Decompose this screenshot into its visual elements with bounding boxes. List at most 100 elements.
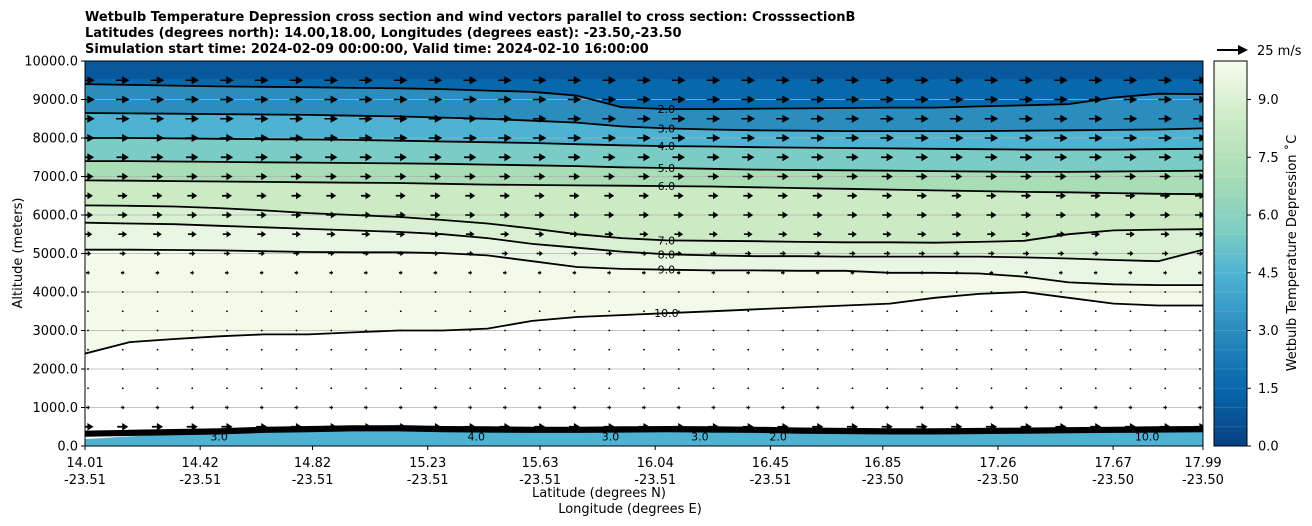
wind-vector [463, 76, 478, 85]
wind-vector [393, 114, 408, 123]
wind-vector [1199, 310, 1201, 313]
wind-vector [567, 95, 582, 104]
wind-vector [504, 310, 506, 313]
wind-vector [116, 153, 129, 162]
wind-vector [886, 368, 889, 370]
wind-vector [85, 134, 95, 142]
wind-vector [290, 153, 303, 162]
wind-vector [1020, 172, 1032, 181]
wind-vector [638, 172, 650, 181]
wind-vector [429, 153, 442, 162]
wind-vector [399, 348, 402, 351]
x-tick-label-lat: 14.01 [66, 456, 103, 471]
wind-vector [150, 76, 165, 85]
wind-vector [643, 348, 645, 351]
wind-vector [191, 310, 194, 313]
wind-vector [534, 192, 545, 200]
wind-vector [845, 114, 860, 123]
wind-vector [500, 231, 510, 238]
wind-vector [815, 405, 820, 410]
wind-vectors [85, 76, 1203, 431]
wind-vector [326, 231, 336, 238]
wind-vector [186, 423, 198, 431]
x-tick-label-lon: -23.50 [977, 473, 1019, 488]
wind-vector [87, 387, 89, 390]
wind-vector [501, 250, 509, 257]
wind-vector [85, 250, 92, 257]
y-axis: 0.0 1000.0 2000.0 3000.0 4000.0 5000.0 6000.0 7… [24, 55, 85, 455]
wind-vector [85, 423, 94, 431]
wind-vector [1129, 329, 1132, 332]
contour-label-5.0: 5.0 [658, 162, 676, 175]
wind-vector [1094, 348, 1097, 351]
wind-vector [1054, 95, 1068, 104]
wind-vector [503, 405, 507, 410]
wind-vector [361, 231, 371, 238]
wind-vector [985, 172, 998, 181]
wind-vector [1094, 387, 1097, 390]
wind-vector [225, 405, 229, 410]
wind-vector [845, 95, 860, 104]
x-tick-label-lat: 17.26 [979, 456, 1016, 471]
wind-vector [1025, 387, 1028, 390]
wind-vector [87, 291, 89, 293]
x-tick-label-lon: -23.50 [862, 473, 904, 488]
wind-vector [709, 231, 718, 238]
wind-vector [361, 211, 371, 219]
wind-vector [504, 368, 506, 370]
wind-vector [121, 387, 124, 390]
wind-vector [637, 153, 651, 162]
wind-vector [85, 231, 93, 238]
contour-line-5.0 [85, 160, 1203, 173]
wind-vector [952, 231, 962, 238]
wind-vector [434, 310, 437, 313]
contour-label-6.0: 6.0 [658, 180, 676, 193]
wind-vector [498, 114, 512, 123]
y-tick-label: 9000.0 [33, 93, 79, 108]
wind-vector [708, 211, 719, 219]
wind-key: 25 m/s [1217, 44, 1302, 59]
wind-vector [1126, 231, 1135, 238]
wind-vector [915, 134, 929, 142]
wind-vector [741, 76, 756, 85]
wind-vector [256, 423, 268, 431]
wind-vector [1193, 114, 1203, 123]
wind-vector [121, 291, 124, 293]
wind-vector [811, 153, 824, 162]
wind-vector [1199, 387, 1201, 390]
wind-vector [503, 270, 507, 275]
wind-vector [776, 153, 790, 162]
wind-vector [1164, 387, 1167, 390]
wind-vector [1164, 291, 1167, 293]
wind-vector [707, 423, 720, 431]
colorbar-tick-label: 9.0 [1258, 93, 1279, 108]
wind-vector [359, 95, 373, 104]
wind-vector [846, 153, 859, 162]
colorbar-tick-label: 3.0 [1258, 324, 1279, 339]
surface-contour-label: 4.0 [468, 430, 486, 443]
wind-vector [573, 387, 576, 390]
wind-vector [220, 95, 234, 104]
wind-vector [156, 291, 159, 293]
wind-vector [1090, 172, 1102, 181]
wind-vector [954, 405, 959, 410]
wind-vector [156, 310, 159, 313]
wind-vector [1019, 76, 1034, 85]
wind-vector [955, 329, 958, 332]
wind-vector [256, 172, 268, 181]
surface-contour-line [85, 429, 1203, 437]
wind-vector [918, 250, 926, 257]
wind-vector [816, 368, 819, 370]
wind-vector [86, 270, 90, 275]
wind-vector [434, 329, 437, 332]
title-line-3: Simulation start time: 2024-02-09 00:00:… [85, 42, 649, 57]
wind-vector [1195, 211, 1203, 219]
wind-vector [816, 348, 819, 351]
wind-vector [608, 348, 611, 351]
colorbar-ticks: 0.0 1.5 3.0 4.5 6.0 7.5 9.0 [1214, 79, 1279, 455]
wind-vector [1094, 329, 1097, 332]
wind-vector [990, 329, 993, 332]
wind-vector [917, 231, 927, 238]
wind-vector [1129, 310, 1132, 313]
wind-vector [257, 231, 267, 238]
